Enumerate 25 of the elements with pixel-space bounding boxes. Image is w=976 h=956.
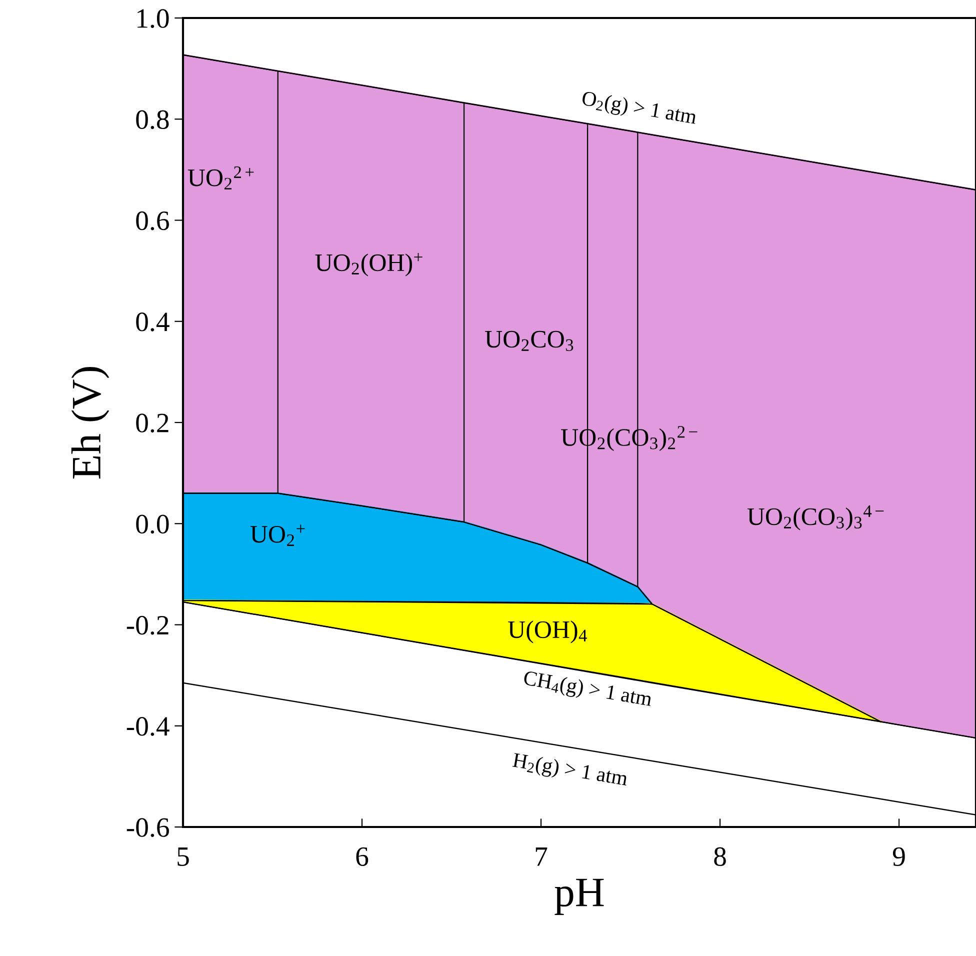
x-tick-label: 9 [892, 847, 905, 866]
annotation: O$_{2}$(g) > 1 atm [580, 90, 698, 128]
y-tick-label: 0.0 [136, 514, 169, 534]
y-tick-label: 0.6 [136, 211, 169, 230]
annotation: UO$_{2}$(OH)$^{+}$ [315, 252, 422, 276]
y-axis-title: Eh (V) [71, 367, 110, 479]
x-axis-title: pH [554, 878, 604, 915]
x-tick-label: 5 [178, 848, 189, 866]
x-tick-label: 7 [536, 848, 548, 866]
annotation: U(OH)$_{4}$ [508, 620, 588, 644]
y-tick-label: 0.2 [136, 414, 168, 433]
annotation: UO$_{2}$$^{+}$ [250, 524, 305, 546]
x-tick-label: 6 [356, 847, 368, 866]
y-tick-label: 0.4 [136, 312, 170, 332]
annotation: CH$_{4}$(g) > 1 atm [522, 670, 653, 710]
y-tick-label: -0.2 [126, 616, 168, 635]
annotation: H$_{2}$(g) > 1 atm [512, 752, 629, 790]
annotation: UO$_{2}$$^{2+}$ [188, 166, 254, 190]
y-tick-label: 0.8 [136, 110, 169, 130]
y-tick-label: 1.0 [138, 9, 169, 28]
annotation: UO$_{2}$CO$_{3}$ [485, 330, 574, 352]
y-tick-label: -0.4 [126, 717, 170, 736]
x-tick-label: 8 [714, 847, 726, 866]
y-tick-label: -0.6 [126, 818, 169, 838]
annotation: UO$_{2}$(CO$_{3}$)$_{3}$$^{4−}$ [747, 505, 884, 530]
